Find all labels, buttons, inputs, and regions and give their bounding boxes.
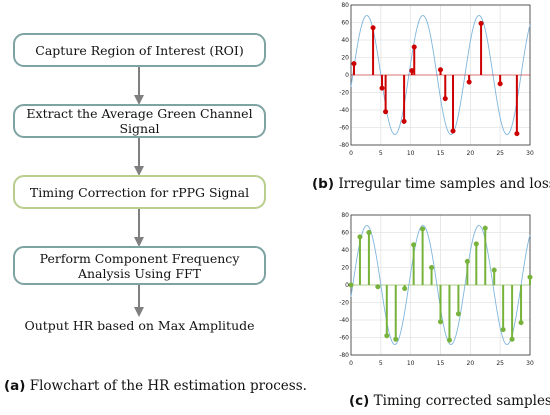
sample-point bbox=[383, 109, 389, 115]
sample-point bbox=[455, 311, 461, 317]
x-tick-label: 0 bbox=[349, 150, 353, 157]
sample-point bbox=[402, 285, 408, 292]
caption-a-label: (a) bbox=[4, 378, 26, 394]
sample-point bbox=[514, 131, 520, 137]
sample-point bbox=[437, 67, 444, 73]
sample-point bbox=[473, 241, 479, 247]
y-tick-label: -60 bbox=[339, 335, 349, 342]
x-tick-label: 30 bbox=[526, 150, 534, 157]
sample-point bbox=[509, 336, 515, 342]
flow-output-label: Output HR based on Max Amplitude bbox=[24, 318, 255, 333]
sample-point bbox=[466, 79, 472, 85]
flow-output-hr: Output HR based on Max Amplitude bbox=[13, 318, 266, 333]
y-tick-label: 40 bbox=[341, 247, 349, 254]
x-tick-label: 25 bbox=[496, 360, 504, 367]
x-tick-label: 15 bbox=[437, 150, 445, 157]
sample-point bbox=[429, 264, 435, 271]
x-tick-label: 15 bbox=[437, 360, 445, 367]
caption-c: (c) Timing corrected samples. bbox=[349, 393, 550, 409]
caption-c-label: (c) bbox=[349, 393, 370, 409]
flow-step-label: Extract the Average Green Channel Signal bbox=[26, 106, 253, 136]
caption-a-text: Flowchart of the HR estimation process. bbox=[29, 378, 307, 394]
plot-irregular-samples: 0 5 10 15 20 25 30 80 60 40 20 0 -20 -40 -60 -80 bbox=[339, 2, 534, 157]
sample-point bbox=[437, 319, 444, 325]
caption-b: (b) Irregular time samples and loss. bbox=[312, 176, 550, 192]
sample-point bbox=[518, 320, 524, 326]
sample-point bbox=[375, 284, 381, 290]
y-tick-label: -80 bbox=[339, 142, 349, 149]
flow-step-label: Perform Component Frequency Analysis Usi… bbox=[39, 250, 240, 281]
caption-b-text: Irregular time samples and loss. bbox=[338, 176, 550, 192]
sample-point bbox=[401, 118, 407, 124]
x-tick-label: 5 bbox=[379, 360, 383, 367]
sample-point bbox=[527, 274, 533, 280]
sample-point bbox=[478, 20, 484, 26]
y-tick-label: 60 bbox=[341, 230, 349, 237]
sample-point bbox=[411, 44, 417, 50]
sample-point bbox=[357, 234, 363, 240]
caption-a: (a) Flowchart of the HR estimation proce… bbox=[4, 378, 307, 394]
sample-point bbox=[442, 96, 448, 102]
y-tick-label: 60 bbox=[341, 20, 349, 27]
y-tick-label: -40 bbox=[339, 107, 349, 114]
sample-point bbox=[351, 61, 357, 67]
flow-step-capture-roi: Capture Region of Interest (ROI) bbox=[13, 33, 266, 67]
y-tick-label: 80 bbox=[341, 2, 349, 9]
sample-point bbox=[411, 242, 417, 248]
sample-point bbox=[464, 258, 470, 264]
caption-c-text: Timing corrected samples. bbox=[373, 393, 550, 409]
x-tick-label: 0 bbox=[349, 360, 353, 367]
y-tick-label: -40 bbox=[339, 317, 349, 324]
flow-step-timing-correction: Timing Correction for rPPG Signal bbox=[13, 175, 266, 209]
x-tick-label: 20 bbox=[467, 150, 475, 157]
y-tick-label: 20 bbox=[341, 265, 349, 272]
sample-point bbox=[482, 225, 488, 231]
sample-point bbox=[348, 282, 354, 288]
flow-step-label: Capture Region of Interest (ROI) bbox=[35, 42, 244, 58]
sample-point bbox=[420, 226, 426, 232]
flow-step-fft-analysis: Perform Component Frequency Analysis Usi… bbox=[13, 246, 266, 285]
y-tick-label: 20 bbox=[341, 55, 349, 62]
sample-point bbox=[500, 327, 506, 333]
flow-step-label: Timing Correction for rPPG Signal bbox=[29, 184, 250, 200]
x-tick-label: 30 bbox=[526, 360, 534, 367]
plot-corrected-samples: 0 5 10 15 20 25 30 80 60 40 20 0 -20 -40 -60 -80 bbox=[339, 212, 534, 367]
sample-point bbox=[450, 128, 456, 134]
sample-point bbox=[446, 337, 452, 343]
y-tick-label: -60 bbox=[339, 125, 349, 132]
y-tick-label: 0 bbox=[345, 72, 349, 79]
caption-b-label: (b) bbox=[312, 176, 335, 192]
y-tick-label: -20 bbox=[339, 300, 349, 307]
sample-point bbox=[366, 229, 372, 236]
x-tick-label: 25 bbox=[496, 150, 504, 157]
sample-point bbox=[384, 333, 390, 339]
y-tick-label: 80 bbox=[341, 212, 349, 219]
y-tick-label: 0 bbox=[345, 282, 349, 289]
x-tick-label: 10 bbox=[407, 150, 415, 157]
sample-point bbox=[497, 81, 503, 87]
y-tick-label: -80 bbox=[339, 352, 349, 359]
sample-point bbox=[370, 25, 376, 31]
x-tick-label: 10 bbox=[407, 360, 415, 367]
sample-point bbox=[379, 85, 385, 91]
y-tick-label: -20 bbox=[339, 90, 349, 97]
x-tick-label: 20 bbox=[467, 360, 475, 367]
sample-point bbox=[491, 267, 497, 273]
flow-step-extract-green: Extract the Average Green Channel Signal bbox=[13, 104, 266, 138]
sample-point bbox=[393, 336, 399, 342]
y-tick-label: 40 bbox=[341, 37, 349, 44]
x-tick-label: 5 bbox=[379, 150, 383, 157]
